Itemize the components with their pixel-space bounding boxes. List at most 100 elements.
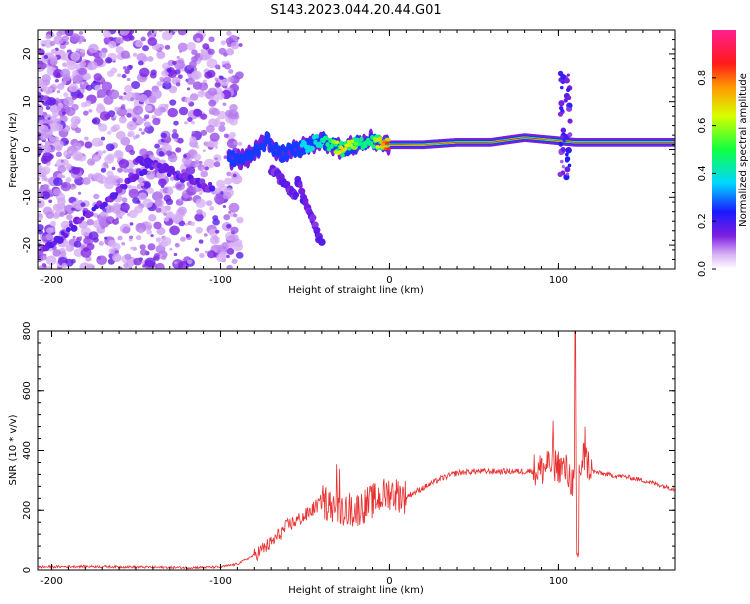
- track-band: [671, 142, 675, 143]
- noise-speck: [142, 264, 146, 268]
- colorbar-gradient: [712, 30, 736, 269]
- noise-speck: [61, 111, 66, 116]
- streak-blob: [207, 181, 213, 187]
- noise-speck: [186, 87, 191, 91]
- noise-speck: [105, 143, 115, 152]
- noise-speck: [45, 105, 51, 110]
- noise-speck: [173, 59, 185, 70]
- noise-speck: [68, 83, 79, 93]
- noise-speck: [71, 183, 75, 187]
- noise-speck: [124, 253, 132, 260]
- noise-speck: [96, 150, 104, 157]
- track-band: [253, 143, 259, 151]
- noise-speck: [130, 246, 134, 250]
- noise-speck: [140, 36, 146, 42]
- noise-speck: [142, 45, 149, 52]
- noise-speck: [45, 233, 53, 241]
- noise-speck: [219, 251, 228, 259]
- noise-speck: [167, 189, 171, 193]
- noise-speck: [135, 222, 147, 233]
- noise-speck: [229, 117, 238, 126]
- noise-speck: [151, 89, 162, 100]
- noise-speck: [115, 213, 121, 218]
- noise-speck: [198, 239, 204, 244]
- noise-speck: [41, 166, 51, 175]
- noise-speck: [223, 214, 231, 221]
- noise-speck: [208, 141, 215, 148]
- noise-speck: [119, 215, 123, 219]
- noise-speck: [147, 243, 156, 251]
- noise-speck: [78, 67, 88, 76]
- noise-speck: [114, 106, 120, 112]
- noise-speck: [72, 69, 79, 76]
- noise-speck: [138, 192, 147, 201]
- noise-speck: [144, 257, 156, 268]
- noise-speck: [93, 73, 103, 81]
- spike-blob: [562, 138, 566, 143]
- noise-speck: [139, 148, 148, 157]
- noise-speck: [166, 67, 172, 73]
- noise-speck: [129, 222, 134, 226]
- noise-speck: [42, 144, 52, 153]
- noise-speck: [194, 213, 204, 222]
- track-band: [380, 143, 386, 147]
- noise-speck: [199, 90, 204, 95]
- track-band: [348, 143, 353, 148]
- noise-speck: [96, 103, 104, 110]
- noise-speck: [164, 44, 171, 50]
- y-tick-label: 20: [22, 48, 33, 61]
- spike-blob: [563, 174, 570, 181]
- noise-speck: [214, 187, 222, 194]
- noise-speck: [215, 117, 220, 122]
- noise-speck: [176, 184, 182, 189]
- track-band: [324, 135, 329, 141]
- y-tick-label: 400: [22, 441, 33, 460]
- streak-blob: [298, 183, 303, 189]
- noise-speck: [46, 265, 53, 269]
- noise-speck: [149, 72, 157, 79]
- noise-speck: [173, 120, 179, 126]
- noise-speck: [214, 157, 218, 161]
- noise-speck: [223, 133, 229, 139]
- noise-speck: [88, 231, 99, 241]
- spike-blob: [559, 159, 564, 164]
- noise-speck: [191, 56, 198, 63]
- noise-speck: [184, 256, 189, 261]
- track-band: [325, 142, 330, 148]
- noise-speck: [160, 132, 167, 139]
- noise-speck: [186, 77, 195, 85]
- noise-speck: [85, 84, 93, 91]
- noise-speck: [229, 104, 238, 112]
- track-band: [271, 148, 276, 157]
- x-tick-label: 100: [549, 576, 568, 587]
- noise-speck: [80, 202, 86, 207]
- noise-speck: [184, 121, 188, 125]
- track-band: [267, 138, 272, 146]
- streak-blob: [294, 192, 299, 197]
- spectrogram-area: [38, 30, 675, 269]
- noise-speck: [79, 236, 83, 239]
- spike-blob: [558, 100, 565, 107]
- figure-title: S143.2023.044.20.44.G01: [270, 3, 441, 18]
- noise-speck: [38, 265, 45, 269]
- noise-speck: [60, 83, 64, 87]
- noise-speck: [200, 129, 208, 136]
- track-band: [338, 140, 344, 146]
- noise-speck: [55, 97, 60, 101]
- noise-speck: [171, 132, 179, 140]
- noise-speck: [163, 76, 172, 84]
- noise-speck: [145, 104, 153, 112]
- spectrogram-ylabel: Frequency (Hz): [8, 112, 19, 188]
- noise-speck: [127, 132, 133, 137]
- track-band: [386, 137, 391, 142]
- noise-speck: [80, 53, 85, 58]
- noise-speck: [121, 73, 127, 79]
- noise-speck: [204, 166, 209, 171]
- colorbar-label: Normalized spectral amplitude: [738, 73, 749, 227]
- noise-speck: [110, 126, 118, 133]
- noise-speck: [99, 111, 111, 121]
- streak-blob: [56, 236, 64, 244]
- noise-speck: [165, 150, 173, 157]
- noise-speck: [226, 30, 232, 36]
